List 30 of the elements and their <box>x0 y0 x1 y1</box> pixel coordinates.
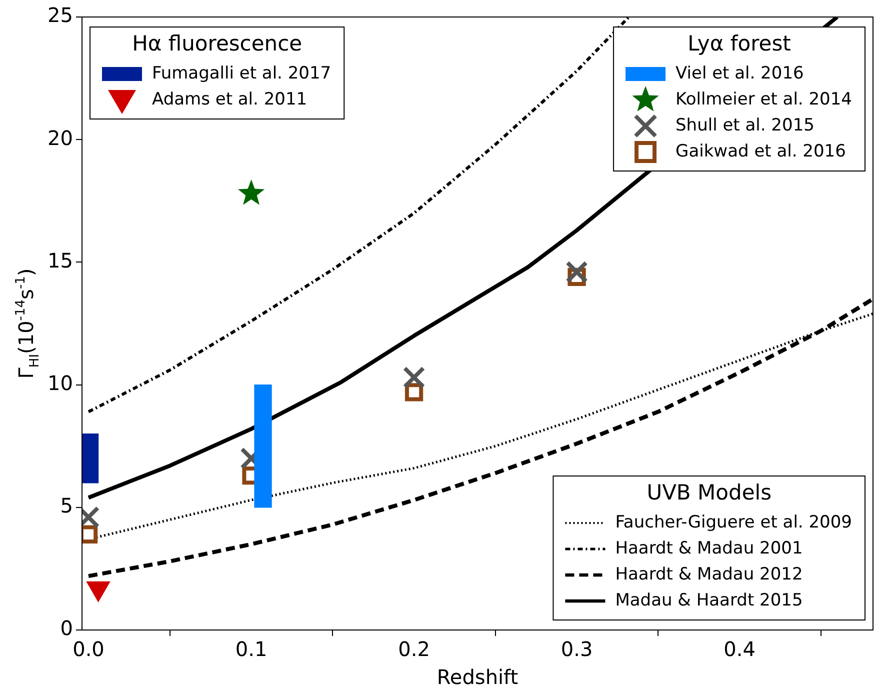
y-tick-label: 20 <box>48 126 73 150</box>
x-tick-label: 0.1 <box>235 637 268 662</box>
y-tick-label: 0 <box>60 616 73 640</box>
legend-label: Fumagalli et al. 2017 <box>152 63 332 84</box>
y-tick-label: 5 <box>60 494 73 518</box>
legend-label: Haardt & Madau 2012 <box>615 564 803 584</box>
y-tick-label: 10 <box>48 371 73 396</box>
legend-label: Haardt & Madau 2001 <box>615 538 803 558</box>
legend-label: Faucher-Giguere et al. 2009 <box>615 512 852 532</box>
x-tick-label: 0.2 <box>398 637 430 662</box>
legend-label: Gaikwad et al. 2016 <box>676 141 846 162</box>
point <box>404 383 424 402</box>
point <box>238 180 265 205</box>
x-tick-label: 0.0 <box>72 637 104 662</box>
x-tick-label: 0.4 <box>724 637 756 662</box>
y-tick-label: 25 <box>48 3 73 28</box>
legend-label: Shull et al. 2015 <box>676 115 814 136</box>
text: UVB Models <box>646 480 772 504</box>
y-axis-title: ΓHI(10-14s-1) <box>13 268 42 379</box>
x-axis-title: Redshift <box>436 665 518 690</box>
point <box>402 366 426 389</box>
legend-label: Adams et al. 2011 <box>152 89 308 110</box>
text: Lyα forest <box>688 31 791 56</box>
legend-label: Kollmeier et al. 2014 <box>676 89 852 110</box>
text: Hα fluorescence <box>132 31 302 56</box>
legend-label: Viel et al. 2016 <box>676 63 804 84</box>
x-tick-label: 0.3 <box>560 637 593 662</box>
legend-label: Madau & Haardt 2015 <box>615 590 803 610</box>
point <box>566 260 588 284</box>
y-tick-label: 15 <box>48 248 73 272</box>
